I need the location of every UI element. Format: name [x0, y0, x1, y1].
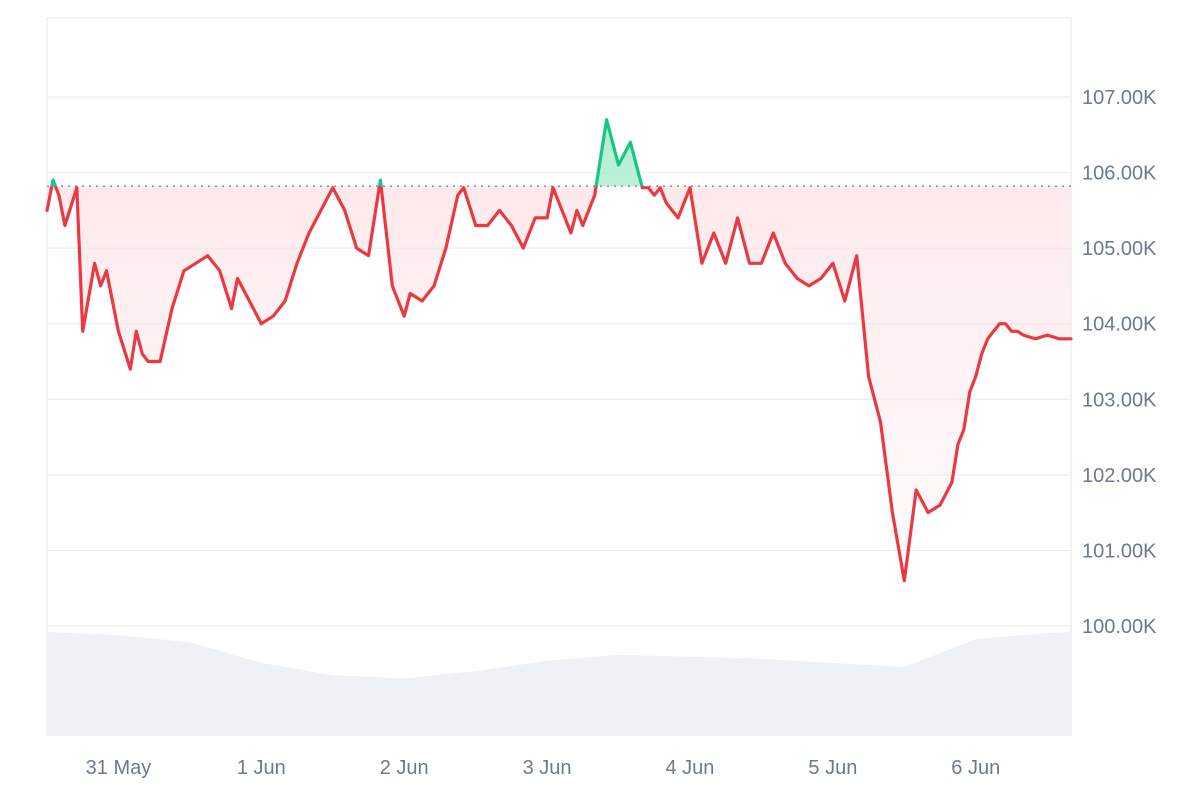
- x-tick-label: 2 Jun: [380, 757, 429, 779]
- y-tick-label: 104.00K: [1082, 314, 1157, 336]
- x-tick-label: 5 Jun: [808, 757, 857, 779]
- volume-area: [47, 632, 1071, 735]
- below-baseline-fill: [47, 186, 1071, 581]
- y-tick-label: 107.00K: [1082, 87, 1157, 109]
- price-fill-group: [47, 119, 1071, 581]
- price-line-group: [45, 118, 1073, 583]
- volume-area-group: [47, 632, 1071, 735]
- x-tick-label: 3 Jun: [523, 757, 572, 779]
- x-tick-label: 31 May: [86, 757, 152, 779]
- price-line-below: [45, 186, 1073, 583]
- x-tick-label: 1 Jun: [237, 757, 286, 779]
- x-tick-label: 6 Jun: [951, 757, 1000, 779]
- y-tick-label: 100.00K: [1082, 616, 1157, 638]
- x-axis-labels: 31 May 1 Jun 2 Jun 3 Jun 4 Jun 5 Jun 6 Jun: [86, 757, 1001, 779]
- y-tick-label: 106.00K: [1082, 163, 1157, 185]
- y-tick-label: 105.00K: [1082, 238, 1157, 260]
- y-axis-labels: 100.00K 101.00K 102.00K 103.00K 104.00K 105.0…: [1082, 87, 1157, 638]
- y-tick-label: 103.00K: [1082, 389, 1157, 411]
- y-tick-label: 102.00K: [1082, 465, 1157, 487]
- x-tick-label: 4 Jun: [666, 757, 715, 779]
- y-tick-label: 101.00K: [1082, 540, 1157, 562]
